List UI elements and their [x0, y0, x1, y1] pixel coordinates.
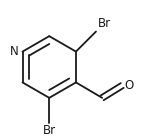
Text: O: O	[125, 79, 134, 92]
Text: Br: Br	[43, 124, 56, 137]
Text: N: N	[10, 45, 19, 58]
Text: Br: Br	[97, 17, 111, 30]
